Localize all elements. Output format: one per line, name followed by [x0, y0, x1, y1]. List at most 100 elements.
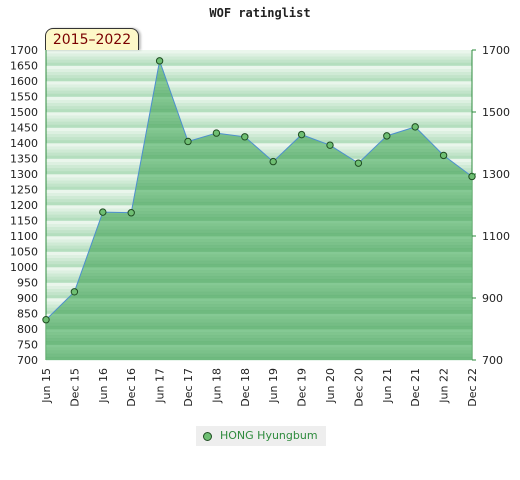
- area-shade-band: [46, 152, 472, 156]
- legend-marker-icon: [203, 432, 212, 441]
- area-shade-band: [46, 192, 472, 196]
- area-shade-band: [46, 270, 472, 274]
- area-shade-band: [46, 245, 472, 249]
- area-shade-band: [46, 254, 472, 258]
- data-point: [127, 209, 135, 217]
- grid-band: [46, 102, 472, 107]
- area-shade-band: [46, 288, 472, 293]
- y-tick-label-left: 1650: [10, 60, 38, 73]
- grid-band: [46, 118, 472, 122]
- area-shade-band: [46, 232, 472, 237]
- y-tick-label-left: 1050: [10, 246, 38, 259]
- y-tick-label-left: 900: [17, 292, 38, 305]
- y-tick-label-left: 1400: [10, 137, 38, 150]
- data-point: [269, 157, 277, 166]
- x-tick-label: Dec 22: [466, 368, 479, 407]
- grid-band: [46, 59, 472, 63]
- data-point: [184, 137, 192, 146]
- series-line: [45, 58, 473, 321]
- grid-band: [46, 84, 472, 88]
- area-shade-band: [46, 319, 472, 324]
- grid-band: [46, 143, 472, 147]
- data-point: [70, 288, 79, 296]
- grid-band: [46, 127, 472, 131]
- grid-band: [46, 56, 472, 60]
- area-shade-band: [46, 164, 472, 169]
- area-shade-band: [46, 161, 472, 165]
- area-shade-band: [46, 214, 472, 218]
- area-shade-band: [46, 332, 472, 336]
- y-tick-label-left: 1000: [10, 261, 38, 274]
- grid-band: [46, 139, 472, 144]
- x-tick-label: Dec 18: [239, 368, 252, 407]
- area-shade-band: [46, 226, 472, 231]
- grid-band: [46, 105, 472, 110]
- x-tick-label: Jun 20: [324, 368, 337, 404]
- grid-band: [46, 50, 472, 54]
- area-shade-band: [46, 201, 472, 206]
- grid-band: [46, 121, 472, 125]
- area-shade-band: [46, 353, 472, 358]
- area-shade-band: [46, 276, 472, 280]
- area-shade-band: [46, 356, 472, 360]
- x-tick-label: Jun 22: [438, 368, 451, 404]
- area-shade-band: [46, 177, 472, 181]
- grid-band: [46, 53, 472, 57]
- area-shade-band: [46, 291, 472, 296]
- y-tick-label-left: 800: [17, 323, 38, 336]
- x-axis: Jun 15 Dec 15 Jun 16 Dec 16 Jun 17 Dec 17 Jun …: [40, 368, 479, 407]
- period-badge: 2015–2022: [45, 28, 139, 50]
- area-shade-band: [46, 158, 472, 162]
- area-shade-band: [46, 248, 472, 252]
- area-shade-band: [46, 350, 472, 355]
- grid-band: [46, 133, 472, 138]
- area-shade-band: [46, 263, 472, 268]
- data-point: [241, 133, 249, 141]
- area-shade-band: [46, 347, 472, 351]
- y-tick-label-right: 1700: [482, 44, 510, 57]
- grid-band: [46, 93, 472, 97]
- area-shade-band: [46, 313, 472, 317]
- y-tick-label-left: 700: [17, 354, 38, 367]
- y-tick-label-left: 1100: [10, 230, 38, 243]
- data-point: [212, 129, 221, 137]
- y-tick-label-left: 1450: [10, 122, 38, 135]
- y-tick-label-left: 1600: [10, 75, 38, 88]
- area-shade-band: [46, 189, 472, 193]
- data-point: [383, 132, 391, 140]
- area-shade-band: [46, 257, 472, 262]
- grid-band: [46, 136, 472, 141]
- area-shade-band: [46, 329, 472, 333]
- y-tick-label-left: 850: [17, 308, 38, 321]
- grid-band: [46, 68, 472, 72]
- area-shade-band: [46, 335, 472, 339]
- y-tick-label-right: 900: [482, 292, 503, 305]
- legend-label: HONG Hyungbum: [220, 429, 318, 442]
- y-tick-label-right: 1500: [482, 106, 510, 119]
- data-point: [99, 208, 107, 216]
- data-point: [42, 316, 50, 324]
- x-tick-label: Dec 15: [68, 368, 81, 407]
- area-shade-band: [46, 251, 472, 255]
- area-shade-band: [46, 223, 472, 227]
- grid-band: [46, 81, 472, 85]
- area-shade-band: [46, 174, 472, 178]
- grid-band: [46, 96, 472, 100]
- area-shade-band: [46, 186, 472, 190]
- data-point: [468, 172, 476, 181]
- area-shade-band: [46, 220, 472, 224]
- area-shade-band: [46, 205, 472, 209]
- grid-band: [46, 87, 472, 91]
- y-tick-label-right: 700: [482, 354, 503, 367]
- area-shade-band: [46, 322, 472, 327]
- area-shade-band: [46, 344, 472, 348]
- x-tick-label: Dec 21: [409, 368, 422, 407]
- x-tick-label: Jun 18: [210, 368, 223, 404]
- area-shade-band: [46, 149, 472, 153]
- area-shade-band: [46, 341, 472, 345]
- y-tick-label-left: 1300: [10, 168, 38, 181]
- area-shade-band: [46, 180, 472, 184]
- area-shade-band: [46, 338, 472, 342]
- area-shade-band: [46, 183, 472, 187]
